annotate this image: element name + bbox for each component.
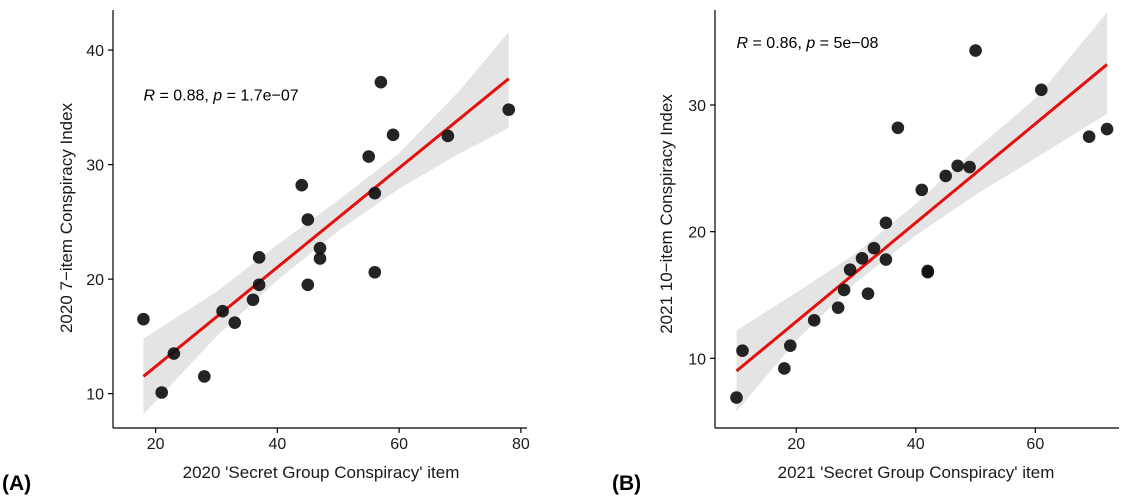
panel-label-a: (A) [2, 472, 31, 495]
panel-b-data-point [939, 169, 952, 183]
panel-b-x-tick-label: 40 [907, 436, 925, 453]
panel-b-x-tick-label: 20 [787, 436, 805, 453]
panel-a-data-point [246, 293, 260, 307]
panel-b-data-point [778, 362, 791, 375]
panel-b-data-point [807, 314, 821, 327]
panel-a-x-tick-label: 40 [268, 436, 286, 453]
panel-a-annotation-part: p [212, 87, 222, 104]
panel-a-data-point [502, 103, 516, 116]
panel-a-x-axis-title: 2020 'Secret Group Conspiracy' item [183, 463, 460, 482]
panel-a-y-tick-label: 10 [86, 387, 104, 404]
panel-a-data-point [155, 386, 169, 399]
panel-b-data-point [921, 265, 935, 279]
panel-b-x-tick-label: 60 [1026, 436, 1044, 453]
panel-b-data-point [891, 121, 905, 135]
panel-a-data-point [216, 304, 229, 318]
panel-b-y-tick-label: 10 [688, 351, 706, 368]
panel-b-regression-line [735, 63, 1109, 373]
panel-a-data-point [301, 278, 315, 292]
panel-a-data-point [228, 316, 242, 329]
panel-a-data-point [368, 265, 382, 279]
panel-b-data-point [1035, 83, 1048, 97]
panel-a-correlation-annotation: R = 0.88, p = 1.7e−07 [143, 87, 298, 104]
panel-a-data-point [252, 278, 266, 292]
panel-b-data-point [951, 159, 964, 173]
panel-a-y-tick-label: 30 [86, 158, 104, 175]
panel-b-data-point [963, 160, 976, 174]
panel-a-data-point [137, 312, 150, 326]
panel-a-data-point [368, 186, 382, 200]
panel-b-annotation-part: p [805, 35, 815, 52]
panel-b-data-point [879, 253, 893, 266]
panel-a-data-point [386, 128, 400, 142]
panel-b-data-point [855, 251, 869, 265]
panel-b-annotation-part: R [737, 35, 749, 52]
panel-a-data-point [441, 129, 455, 143]
panel-a-x-tick-label: 60 [390, 436, 408, 453]
panel-b-y-axis-title: 2021 10−item Conspiracy Index [657, 94, 676, 334]
panel-label-b: (B) [612, 472, 641, 495]
panel-a-x-tick-label: 80 [512, 436, 530, 453]
panel-a-data-point [252, 251, 266, 264]
panel-b-data-point [861, 287, 875, 301]
panel-a-data-point [362, 150, 376, 163]
panel-b-data-point [831, 301, 845, 314]
panel-a-y-tick-label: 20 [86, 272, 104, 289]
panel-b-y-tick-label: 20 [688, 225, 706, 242]
panel-a-data-point [167, 347, 181, 360]
panel-b: (B) 2021 'Secret Group Conspiracy' item … [612, 10, 1119, 495]
panel-b-data-point [915, 183, 929, 197]
panel-b-annotation-part: = 5e−08 [815, 35, 878, 52]
panel-b-x-axis-title: 2021 'Secret Group Conspiracy' item [778, 463, 1055, 482]
panel-b-data-point [730, 391, 743, 404]
panel-a-annotation-part: = 1.7e−07 [222, 87, 299, 104]
panel-b-data-point [867, 241, 881, 255]
panel-b-correlation-annotation: R = 0.86, p = 5e−08 [737, 35, 879, 52]
panel-a-regression-line [142, 77, 510, 378]
panel-a-x-tick-label: 20 [147, 436, 165, 453]
panel-b-data-point [837, 283, 851, 297]
panel-b-data-point [969, 44, 982, 57]
panel-a-plot: 20 40 60 80 10 20 30 40 R = 0.88, p = 1.7e−07 [86, 10, 530, 453]
panel-a: (A) 2020 'Secret Group Conspiracy' item … [2, 10, 530, 495]
panel-b-annotation-part: = 0.86, [748, 35, 806, 52]
panel-a-data-point [313, 252, 327, 265]
panel-b-data-point [879, 216, 893, 230]
panel-a-y-tick-label: 40 [86, 43, 104, 60]
panel-a-data-point [295, 178, 309, 192]
panel-b-confidence-band [736, 12, 1108, 412]
panel-b-data-point [784, 339, 797, 352]
panel-b-data-point [1100, 122, 1114, 136]
panel-a-annotation-part: R [143, 87, 155, 104]
panel-b-data-point [843, 263, 857, 276]
panel-b-data-point [1082, 130, 1096, 143]
panel-a-data-point [198, 370, 211, 383]
panel-b-y-tick-label: 30 [688, 98, 706, 115]
panel-a-data-point [301, 213, 315, 226]
panel-a-data-point [313, 241, 327, 255]
panel-a-y-axis-title: 2020 7−item Conspiracy Index [57, 102, 76, 333]
panel-a-data-point [374, 75, 388, 89]
panel-b-plot: 20 40 60 10 20 30 R = 0.86, p = 5e−08 [688, 10, 1119, 453]
panel-b-data-point [736, 344, 749, 358]
panel-a-annotation-part: = 0.88, [155, 87, 213, 104]
